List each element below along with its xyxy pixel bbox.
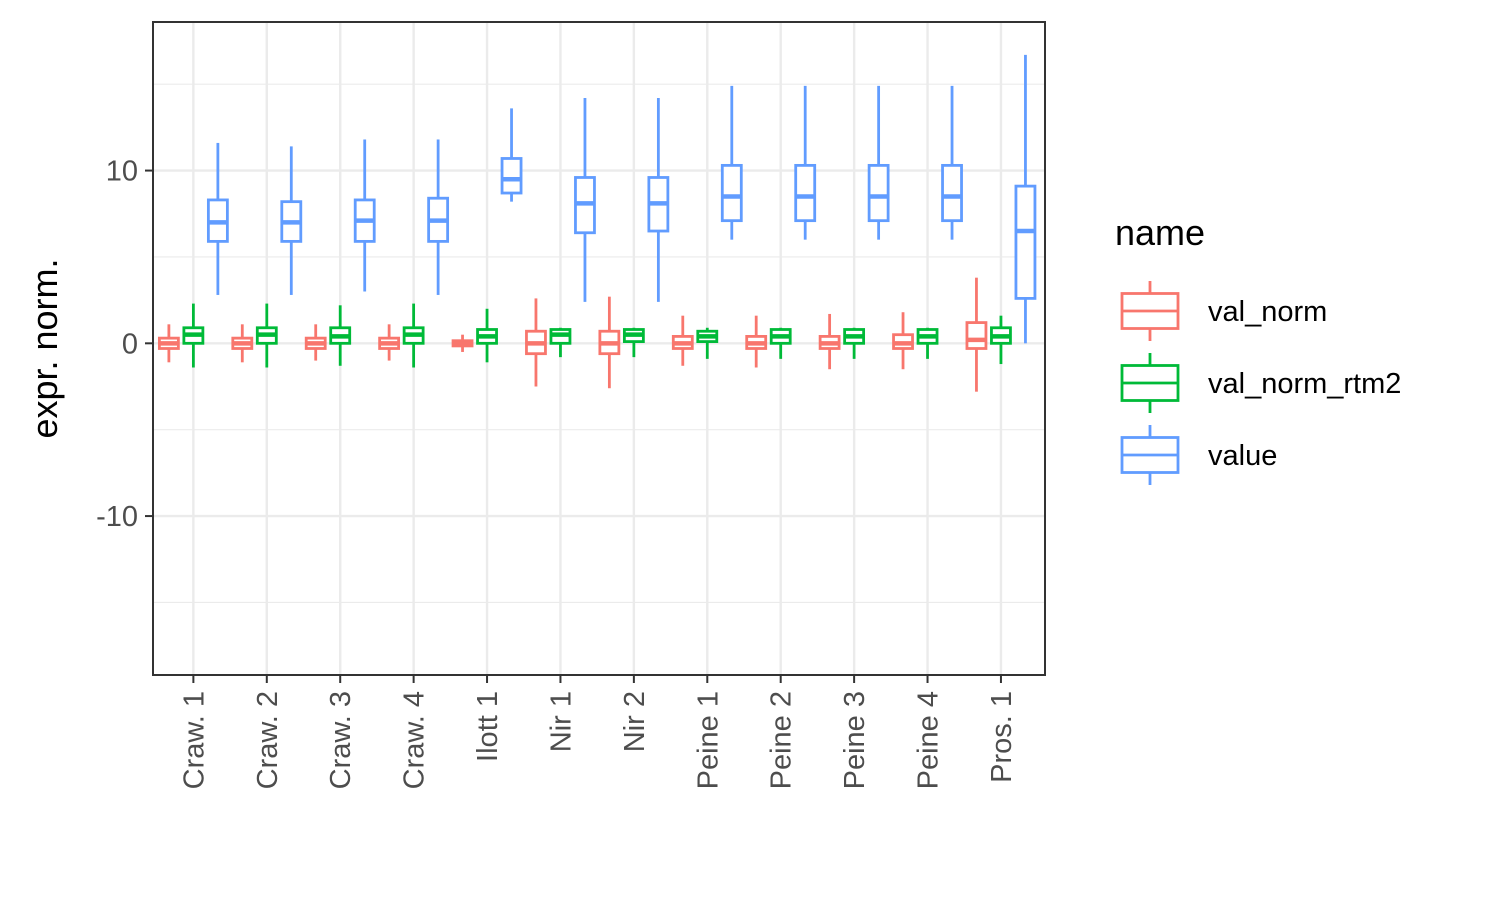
- box-val_norm: [818, 313, 841, 370]
- y-tick-label: 10: [106, 156, 138, 188]
- box-val_norm_rtm2: [696, 327, 719, 359]
- box-value: [794, 85, 817, 240]
- box-value: [206, 142, 229, 295]
- x-tick-label: Nir 1: [545, 691, 577, 752]
- panel-border: [152, 21, 1046, 676]
- y-tick-label: -10: [96, 501, 138, 533]
- box-value: [280, 146, 303, 295]
- box-val_norm: [157, 324, 180, 363]
- box-val_norm: [304, 324, 327, 361]
- box-val_norm: [892, 312, 914, 370]
- x-tick-label: Craw. 1: [178, 691, 210, 789]
- box-value: [574, 98, 596, 302]
- legend-title: name: [1115, 212, 1205, 253]
- legend-label: value: [1208, 440, 1277, 472]
- box-val_norm: [671, 315, 694, 366]
- x-tick-label: Peine 4: [913, 691, 945, 789]
- box-val_norm_rtm2: [769, 327, 792, 359]
- box-val_norm_rtm2: [476, 308, 498, 363]
- y-axis-title: expr. norm.: [24, 258, 65, 438]
- box-value: [647, 98, 670, 302]
- x-tick-label: Peine 3: [839, 691, 871, 789]
- box-iqr: [1014, 184, 1037, 300]
- box-val_norm_rtm2: [182, 303, 205, 368]
- box-val_norm: [745, 315, 768, 368]
- x-tick-label: Craw. 4: [399, 691, 431, 789]
- box-val_norm: [965, 277, 988, 392]
- box-iqr: [867, 163, 890, 223]
- box-marks: [157, 54, 1037, 392]
- box-val_norm: [231, 324, 254, 363]
- x-axis: Craw. 1 Craw. 2 Craw. 3 Craw. 4 Ilott 1 Nir 1…: [178, 675, 1018, 789]
- box-val_norm_rtm2: [402, 303, 425, 368]
- x-tick-label: Ilott 1: [472, 691, 504, 762]
- box-iqr: [500, 157, 523, 195]
- box-value: [500, 108, 523, 202]
- box-val_norm_rtm2: [622, 327, 645, 358]
- x-tick-label: Pros. 1: [986, 691, 1018, 783]
- box-val_norm_rtm2: [255, 303, 278, 368]
- x-tick-label: Craw. 3: [325, 691, 357, 789]
- box-iqr: [941, 163, 963, 223]
- box-value: [427, 139, 450, 295]
- x-tick-label: Peine 2: [766, 691, 798, 789]
- box-val_norm_rtm2: [916, 327, 939, 359]
- box-iqr: [965, 321, 988, 350]
- box-val_norm: [598, 296, 621, 389]
- box-val_norm_rtm2: [549, 327, 572, 358]
- box-val_norm: [378, 324, 401, 361]
- box-value: [867, 85, 890, 240]
- box-iqr: [794, 163, 817, 223]
- legend-label: val_norm: [1208, 296, 1327, 328]
- box-value: [1014, 54, 1037, 344]
- x-tick-label: Craw. 2: [252, 691, 284, 789]
- legend-label: val_norm_rtm2: [1208, 368, 1401, 400]
- box-val_norm_rtm2: [329, 305, 352, 366]
- box-val_norm: [451, 334, 474, 352]
- x-tick-label: Peine 1: [692, 691, 724, 789]
- box-val_norm: [525, 298, 547, 387]
- box-value: [353, 139, 376, 292]
- box-val_norm_rtm2: [990, 315, 1012, 365]
- box-iqr: [720, 163, 743, 223]
- legend-item-val_norm: val_norm: [1120, 281, 1327, 341]
- y-tick-label: 0: [122, 328, 138, 360]
- box-val_norm_rtm2: [843, 327, 866, 359]
- x-tick-label: Nir 2: [619, 691, 651, 752]
- y-axis: -10 0 10: [96, 156, 153, 533]
- legend-item-val_norm_rtm2: val_norm_rtm2: [1120, 353, 1401, 413]
- legend-item-value: value: [1120, 425, 1277, 485]
- box-value: [720, 85, 743, 240]
- box-value: [941, 85, 963, 240]
